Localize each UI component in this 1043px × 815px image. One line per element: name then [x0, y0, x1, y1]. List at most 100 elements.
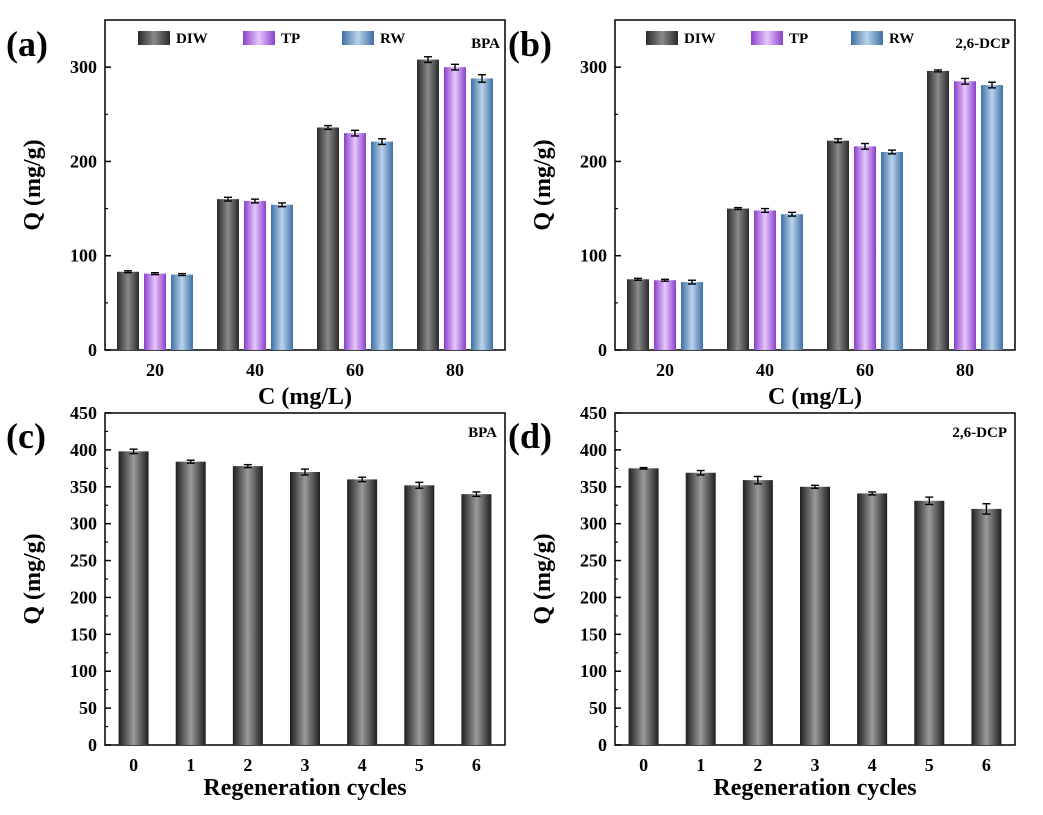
- y-tick-label: 200: [580, 587, 607, 607]
- x-axis-title: C (mg/L): [768, 384, 862, 410]
- panel-letter: (a): [6, 24, 48, 64]
- y-tick-label: 450: [70, 403, 97, 423]
- plot-frame: [614, 19, 1016, 351]
- bar-rw-40: [271, 204, 293, 350]
- y-axis-title: Q (mg/g): [530, 533, 556, 624]
- x-tick-label: 80: [446, 360, 464, 380]
- y-tick-label: 100: [580, 661, 607, 681]
- y-tick-label: 350: [580, 477, 607, 497]
- x-tick-label: 5: [925, 755, 934, 775]
- bar-tp-80: [954, 81, 976, 351]
- x-tick-label: 20: [146, 360, 164, 380]
- y-tick-label: 200: [70, 587, 97, 607]
- bar-diw-80: [417, 59, 439, 350]
- panel-letter: (d): [508, 416, 552, 456]
- panel-corner-label: BPA: [471, 36, 500, 52]
- y-tick-label: 50: [79, 698, 97, 718]
- y-tick-label: 150: [580, 624, 607, 644]
- legend-swatch-tp: [751, 31, 783, 45]
- x-tick-label: 3: [301, 755, 310, 775]
- bar-cycle-3: [290, 472, 320, 745]
- bar-tp-60: [344, 133, 366, 350]
- y-tick-label: 50: [589, 698, 607, 718]
- x-axis-title: Regeneration cycles: [713, 775, 916, 801]
- bar-cycle-5: [914, 500, 945, 745]
- bar-cycle-2: [232, 466, 263, 745]
- bar-cycle-5: [404, 485, 435, 745]
- y-tick-label: 300: [580, 57, 607, 77]
- bar-cycle-1: [685, 472, 716, 745]
- y-tick-label: 150: [70, 624, 97, 644]
- bar-cycle-6: [971, 508, 1002, 745]
- bar-diw-20: [627, 279, 649, 350]
- x-tick-label: 20: [656, 360, 674, 380]
- bar-cycle-3: [800, 486, 830, 745]
- legend-label-diw: DIW: [684, 31, 716, 47]
- x-tick-label: 4: [358, 755, 367, 775]
- bar-tp-20: [654, 280, 676, 350]
- y-tick-label: 300: [70, 514, 97, 534]
- bar-tp-80: [444, 67, 466, 351]
- y-tick-label: 0: [598, 735, 607, 755]
- y-tick-label: 350: [70, 477, 97, 497]
- bar-cycle-6: [461, 494, 492, 745]
- bar-rw-20: [681, 282, 703, 350]
- y-axis-title: Q (mg/g): [530, 139, 556, 230]
- bar-diw-80: [927, 70, 949, 351]
- panel-corner-label: 2,6-DCP: [952, 425, 1007, 441]
- bar-tp-60: [854, 146, 876, 350]
- panel-letter: (c): [6, 416, 46, 456]
- y-axis-title: Q (mg/g): [20, 533, 46, 624]
- panel-corner-label: BPA: [468, 425, 497, 441]
- y-tick-label: 400: [580, 440, 607, 460]
- bar-rw-40: [781, 214, 803, 350]
- panel-corner-label: 2,6-DCP: [955, 36, 1010, 52]
- x-tick-label: 0: [129, 755, 138, 775]
- bar-diw-20: [117, 271, 139, 350]
- bar-tp-40: [244, 201, 266, 350]
- y-tick-label: 0: [598, 340, 607, 360]
- x-tick-label: 1: [696, 755, 705, 775]
- bar-rw-60: [371, 141, 393, 350]
- x-tick-label: 1: [186, 755, 195, 775]
- y-tick-label: 250: [580, 551, 607, 571]
- y-tick-label: 100: [70, 661, 97, 681]
- y-tick-label: 100: [70, 246, 97, 266]
- y-tick-label: 250: [70, 551, 97, 571]
- bar-rw-80: [981, 85, 1003, 351]
- bar-cycle-2: [742, 480, 773, 745]
- legend-label-rw: RW: [889, 31, 914, 47]
- bar-diw-40: [217, 199, 239, 350]
- x-tick-label: 60: [346, 360, 364, 380]
- y-tick-label: 450: [580, 403, 607, 423]
- y-tick-label: 200: [70, 151, 97, 171]
- bar-diw-60: [317, 127, 339, 350]
- bar-rw-80: [471, 78, 493, 350]
- y-tick-label: 0: [88, 735, 97, 755]
- plot-frame: [104, 19, 506, 351]
- x-tick-label: 6: [982, 755, 991, 775]
- legend-swatch-diw: [646, 31, 678, 45]
- x-tick-label: 40: [756, 360, 774, 380]
- bar-cycle-0: [118, 451, 149, 745]
- y-tick-label: 200: [580, 151, 607, 171]
- x-axis-title: C (mg/L): [258, 384, 352, 410]
- y-tick-label: 100: [580, 246, 607, 266]
- bar-cycle-4: [857, 493, 888, 745]
- bar-tp-20: [144, 273, 166, 350]
- y-tick-label: 300: [580, 514, 607, 534]
- bar-tp-40: [754, 210, 776, 350]
- x-tick-label: 60: [856, 360, 874, 380]
- legend-swatch-rw: [851, 31, 883, 45]
- bar-cycle-1: [175, 461, 206, 745]
- legend-label-diw: DIW: [176, 31, 208, 47]
- legend-swatch-tp: [243, 31, 275, 45]
- x-tick-label: 2: [753, 755, 762, 775]
- legend-label-tp: TP: [281, 31, 300, 47]
- x-tick-label: 2: [243, 755, 252, 775]
- x-tick-label: 3: [811, 755, 820, 775]
- legend-label-tp: TP: [789, 31, 808, 47]
- x-tick-label: 6: [472, 755, 481, 775]
